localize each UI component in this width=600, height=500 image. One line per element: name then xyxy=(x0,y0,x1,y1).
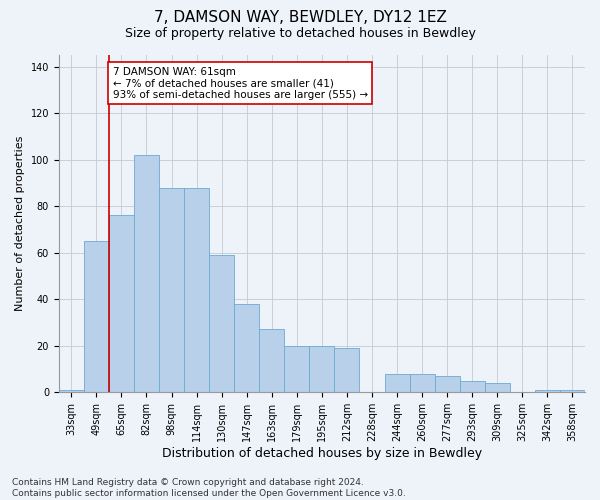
Bar xyxy=(310,346,334,392)
Bar xyxy=(159,188,184,392)
Bar xyxy=(284,346,310,392)
X-axis label: Distribution of detached houses by size in Bewdley: Distribution of detached houses by size … xyxy=(162,447,482,460)
Text: 7 DAMSON WAY: 61sqm
← 7% of detached houses are smaller (41)
93% of semi-detache: 7 DAMSON WAY: 61sqm ← 7% of detached hou… xyxy=(113,66,368,100)
Y-axis label: Number of detached properties: Number of detached properties xyxy=(15,136,25,312)
Bar xyxy=(385,374,410,392)
Bar xyxy=(184,188,209,392)
Bar xyxy=(535,390,560,392)
Bar xyxy=(410,374,434,392)
Text: 7, DAMSON WAY, BEWDLEY, DY12 1EZ: 7, DAMSON WAY, BEWDLEY, DY12 1EZ xyxy=(154,10,446,25)
Bar xyxy=(334,348,359,392)
Bar xyxy=(134,155,159,392)
Bar xyxy=(460,380,485,392)
Bar xyxy=(209,255,234,392)
Text: Size of property relative to detached houses in Bewdley: Size of property relative to detached ho… xyxy=(125,28,475,40)
Bar xyxy=(560,390,585,392)
Bar xyxy=(434,376,460,392)
Bar xyxy=(234,304,259,392)
Bar xyxy=(109,216,134,392)
Bar xyxy=(485,383,510,392)
Bar xyxy=(59,390,84,392)
Bar xyxy=(259,330,284,392)
Bar xyxy=(84,241,109,392)
Text: Contains HM Land Registry data © Crown copyright and database right 2024.
Contai: Contains HM Land Registry data © Crown c… xyxy=(12,478,406,498)
